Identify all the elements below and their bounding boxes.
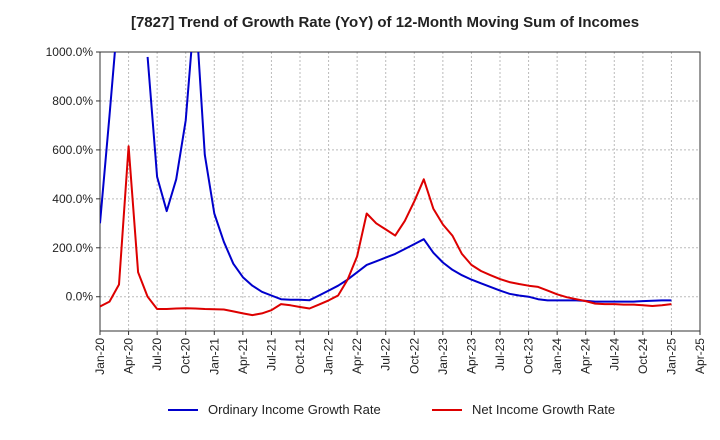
x-tick-label: Jan-21 [207,338,221,375]
plot-frame [99,51,701,332]
legend-label-net: Net Income Growth Rate [472,402,616,417]
y-tick-label: 400.0% [52,192,93,206]
x-tick-label: Oct-24 [636,338,650,374]
y-axis: 1000.0% 800.0% 600.0% 400.0% 200.0% 0.0% [46,45,100,304]
chart-title: [7827] Trend of Growth Rate (YoY) of 12-… [130,14,640,31]
x-tick-label: Apr-25 [693,338,707,374]
legend-swatch-ordinary [168,408,198,411]
y-tick-label: 1000.0% [46,45,94,59]
x-tick-label: Jul-22 [379,338,393,371]
series-line [146,52,672,303]
plot-border [99,51,701,332]
x-axis: Jan-20 Apr-20 Jul-20 Oct-20 Jan-21 Apr-21 Jul-… [93,331,707,375]
series-group [100,52,672,317]
series-line [100,52,116,224]
x-tick-label: Oct-23 [522,338,536,374]
x-tick-label: Jan-20 [93,338,107,375]
x-tick-label: Jan-22 [322,338,336,375]
y-tick-label: 800.0% [52,94,93,108]
x-tick-label: Jan-25 [664,338,678,375]
x-tick-label: Jul-23 [493,338,507,371]
x-tick-label: Jan-23 [436,338,450,375]
legend: Ordinary Income Growth Rate Net Income G… [0,402,720,428]
x-tick-label: Oct-20 [179,338,193,374]
series-line [100,145,672,317]
series-net-income [100,145,672,317]
x-tick-label: Jan-24 [550,338,564,375]
legend-label-ordinary: Ordinary Income Growth Rate [208,402,381,417]
x-tick-label: Jul-21 [264,338,278,371]
x-tick-label: Jul-24 [607,338,621,371]
x-tick-label: Apr-22 [350,338,364,374]
x-tick-label: Oct-22 [407,338,421,374]
x-tick-label: Apr-21 [236,338,250,374]
x-tick-label: Apr-24 [579,338,593,374]
x-tick-label: Apr-23 [464,338,478,374]
legend-item-ordinary: Ordinary Income Growth Rate [168,402,381,417]
grid [99,51,701,331]
legend-item-net: Net Income Growth Rate [432,402,615,417]
y-tick-label: 0.0% [66,290,94,304]
y-tick-label: 600.0% [52,143,93,157]
legend-swatch-net [432,408,462,411]
x-tick-label: Apr-20 [122,338,136,374]
x-tick-label: Oct-21 [293,338,307,374]
x-tick-label: Jul-20 [150,338,164,371]
y-tick-label: 200.0% [52,241,93,255]
